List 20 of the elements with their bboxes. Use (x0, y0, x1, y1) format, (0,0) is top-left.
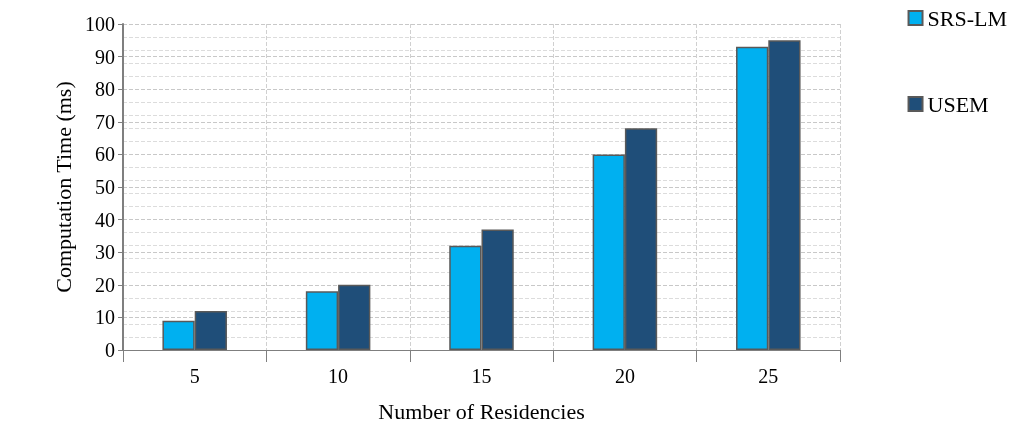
y-tick-label: 10 (95, 306, 115, 329)
y-tick-label: 80 (95, 78, 115, 101)
y-tick-label: 0 (105, 339, 115, 361)
x-tick-label: 20 (614, 365, 635, 387)
y-tick-label: 50 (95, 176, 115, 198)
y-tick-label: 60 (95, 143, 115, 166)
y-tick-label: 90 (95, 45, 115, 68)
x-axis-title: Number of Residencies (378, 398, 585, 424)
x-tick-label: 10 (328, 365, 349, 387)
legend-label: USEM (927, 91, 989, 117)
y-tick-label: 40 (95, 208, 115, 231)
x-tick-label: 15 (471, 365, 492, 387)
x-tick-label: 5 (189, 365, 200, 387)
y-tick-label: 30 (95, 241, 115, 264)
y-tick-label: 70 (95, 110, 115, 133)
y-axis-title: Computation Time (ms) (50, 81, 76, 293)
x-tick-label: 25 (758, 365, 779, 387)
y-tick-label: 100 (85, 13, 115, 35)
legend-label: SRS-LM (927, 5, 1008, 31)
y-tick-label: 20 (95, 273, 115, 296)
